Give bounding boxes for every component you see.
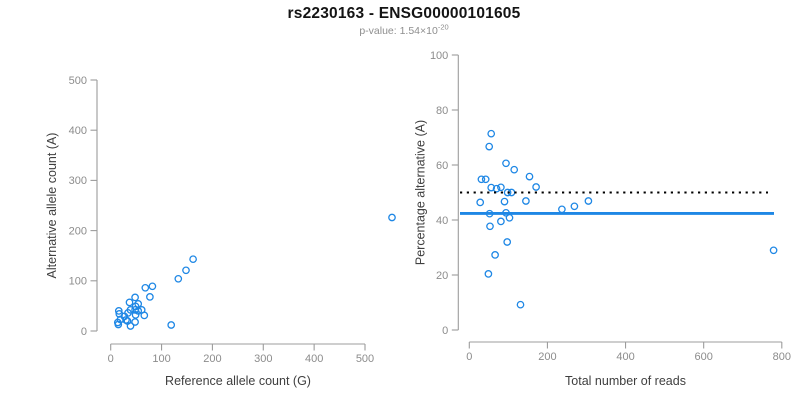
left-x-tick-label: 400	[305, 353, 323, 365]
pvalue-exponent: -20	[437, 22, 449, 32]
data-point	[131, 311, 140, 319]
data-point	[584, 197, 593, 205]
data-point	[492, 184, 501, 193]
data-point	[125, 298, 134, 307]
data-point	[485, 142, 494, 151]
data-point	[522, 197, 530, 205]
data-point	[114, 320, 123, 329]
data-point	[510, 165, 519, 174]
left-x-tick-label: 500	[356, 353, 374, 365]
data-point	[182, 266, 190, 275]
data-point	[570, 202, 579, 211]
right-x-axis: 0 200 400 600 800 Total number of reads	[466, 341, 791, 388]
data-point	[140, 311, 149, 320]
data-point	[558, 205, 566, 214]
data-point	[167, 321, 176, 329]
left-y-tick-label: 0	[81, 326, 87, 338]
left-x-tick-label: 200	[203, 353, 221, 365]
right-y-tick-label: 100	[430, 50, 448, 62]
right-x-tick-label: 200	[538, 351, 556, 363]
left-y-axis: 0 100 200 300 400 500 Alternative allele count…	[45, 75, 98, 338]
data-point	[131, 318, 139, 326]
figure-subtitle: p-value: 1.54×10-20	[0, 22, 800, 37]
data-point	[174, 274, 183, 283]
left-y-tick-label: 400	[69, 125, 87, 137]
data-point	[486, 222, 494, 231]
right-y-tick-label: 40	[436, 215, 448, 227]
right-x-tick-label: 0	[466, 351, 472, 363]
data-point	[532, 183, 540, 191]
left-y-tick-label: 500	[69, 75, 87, 87]
data-point	[131, 293, 139, 302]
left-x-tick-label: 0	[108, 353, 114, 365]
data-point	[481, 175, 490, 184]
data-point	[146, 293, 154, 301]
data-point	[148, 282, 157, 291]
data-point	[497, 217, 505, 226]
right-y-tick-label: 60	[436, 160, 448, 172]
data-point	[114, 307, 123, 315]
data-point	[525, 172, 534, 181]
data-point	[122, 316, 130, 324]
left-x-tick-label: 300	[254, 353, 272, 365]
data-point	[497, 183, 505, 192]
left-y-tick-label: 300	[69, 175, 87, 187]
left-panel: 0 100 200 300 400 500 Reference allele count (…	[45, 53, 396, 388]
data-point	[126, 306, 135, 314]
data-point	[503, 188, 512, 197]
data-point	[769, 246, 778, 255]
data-point	[487, 129, 496, 138]
left-x-axis-title: Reference allele count (G)	[165, 374, 311, 388]
data-point	[484, 270, 493, 278]
data-point	[476, 198, 485, 207]
right-x-tick-label: 600	[694, 351, 712, 363]
right-panel: 0 200 400 600 800 Total number of reads 0 20 40 6…	[414, 50, 791, 388]
right-x-tick-label: 800	[773, 351, 791, 363]
left-x-tick-label: 100	[152, 353, 170, 365]
right-y-tick-label: 0	[442, 325, 448, 337]
data-point	[516, 300, 525, 309]
left-y-tick-label: 200	[69, 225, 87, 237]
data-point	[477, 175, 486, 184]
right-y-tick-label: 20	[436, 270, 448, 282]
right-points	[476, 129, 778, 309]
data-point	[487, 183, 496, 192]
data-point	[189, 255, 197, 264]
data-point	[141, 283, 150, 292]
left-y-axis-title: Alternative allele count (A)	[45, 133, 59, 279]
right-x-axis-title: Total number of reads	[565, 374, 686, 388]
data-point	[388, 213, 396, 222]
left-points	[113, 213, 396, 330]
data-point	[503, 238, 512, 246]
right-y-tick-label: 80	[436, 105, 448, 117]
data-point	[491, 251, 499, 259]
figure-title: rs2230163 - ENSG00000101605	[287, 5, 521, 22]
left-x-axis: 0 100 200 300 400 500 Reference allele count (…	[108, 343, 374, 388]
identity-line-y-equals-x	[99, 53, 392, 342]
data-point	[505, 213, 514, 222]
data-point	[126, 322, 135, 330]
data-point	[500, 197, 509, 206]
left-y-tick-label: 100	[69, 276, 87, 288]
pvalue-text: p-value: 1.54×10	[359, 25, 438, 37]
right-y-axis-title: Percentage alternative (A)	[414, 120, 428, 265]
right-y-axis: 0 20 40 60 80 100 Percentage alternative (A)	[414, 50, 459, 337]
right-x-tick-label: 400	[616, 351, 634, 363]
data-point	[502, 159, 510, 168]
